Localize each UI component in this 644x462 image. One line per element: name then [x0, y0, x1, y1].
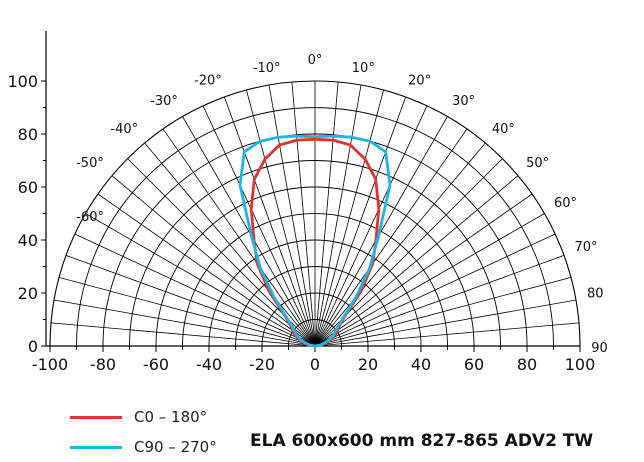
y-tick-label: 40: [18, 231, 38, 250]
grid-spoke: [314, 193, 533, 347]
grid-spoke: [314, 81, 339, 347]
grid-spoke: [223, 96, 316, 347]
grid-spoke: [202, 105, 316, 347]
grid-spoke: [65, 254, 316, 347]
grid-spoke: [85, 213, 316, 347]
grid-spoke: [314, 254, 565, 347]
grid-spoke: [53, 299, 316, 347]
polar-grid: [49, 80, 581, 347]
angle-label: -60°: [76, 210, 104, 225]
x-tick-label: -100: [32, 355, 68, 374]
angle-label: 50°: [526, 156, 549, 171]
grid-spoke: [314, 89, 384, 347]
grid-spoke: [314, 299, 577, 347]
grid-spoke: [111, 175, 316, 347]
x-tick-label: 100: [565, 355, 596, 374]
y-tick-label: 80: [18, 125, 38, 144]
grid-spoke: [314, 96, 407, 347]
x-tick-label: -60: [143, 355, 169, 374]
chart-title: ELA 600x600 mm 827-865 ADV2 TW: [250, 431, 594, 451]
x-tick-label: 0: [310, 355, 320, 374]
grid-spoke: [58, 277, 316, 347]
series-c90-curve: [238, 134, 392, 348]
y-tick-label: 0: [28, 337, 38, 356]
angle-label: 30°: [452, 94, 475, 109]
grid-spoke: [314, 277, 572, 347]
grid-spoke: [162, 128, 316, 347]
y-tick-label: 60: [18, 178, 38, 197]
grid-spoke: [268, 84, 316, 347]
angle-label: -50°: [76, 156, 104, 171]
grid-spoke: [314, 105, 428, 347]
intensity-curves: [238, 134, 392, 348]
angle-label: -10°: [253, 61, 281, 76]
angle-label: -40°: [110, 122, 138, 137]
grid-spoke: [144, 142, 316, 347]
legend-label-c90: C90 – 270°: [134, 438, 217, 456]
grid-spoke: [314, 116, 448, 347]
polar-chart: 0 20 40 60 80 100 -100 -80 -60 -40 -20 0 20 40 60 80 100…: [7, 31, 608, 374]
angle-label: 90: [591, 341, 608, 356]
x-tick-label: 20: [358, 355, 378, 374]
grid-spoke: [50, 322, 316, 347]
grid-spoke: [314, 175, 519, 347]
grid-spoke: [314, 142, 486, 347]
x-tick-label: 80: [517, 355, 537, 374]
grid-spoke: [97, 193, 316, 347]
grid-spoke: [314, 213, 545, 347]
legend-swatch-c0: [70, 415, 122, 419]
angle-label: 80: [587, 287, 604, 302]
grid-spoke: [74, 233, 316, 347]
grid-spoke: [314, 233, 556, 347]
angle-label: 40°: [492, 122, 515, 137]
y-tick-label: 100: [7, 72, 38, 91]
angle-label: -20°: [194, 74, 222, 89]
x-tick-label: 60: [464, 355, 484, 374]
angle-label: 60°: [554, 196, 577, 211]
x-tick-label: -20: [249, 355, 275, 374]
grid-spoke: [314, 128, 468, 347]
angle-label: 70°: [574, 240, 597, 255]
legend-item-c0: C0 – 180°: [70, 408, 207, 426]
angle-label: 20°: [408, 74, 431, 89]
angle-label: -30°: [150, 94, 178, 109]
grid-spoke: [314, 84, 362, 347]
tick-labels: 0 20 40 60 80 100 -100 -80 -60 -40 -20 0 20 40 60 80 100…: [7, 53, 607, 374]
x-tick-label: -40: [196, 355, 222, 374]
angle-label: 10°: [352, 61, 375, 76]
legend-item-c90: C90 – 270°: [70, 438, 217, 456]
legend-label-c0: C0 – 180°: [134, 408, 208, 426]
legend: C0 – 180° C90 – 270°: [70, 408, 644, 462]
grid-spoke: [182, 116, 316, 347]
x-tick-label: -80: [90, 355, 116, 374]
x-tick-label: 40: [411, 355, 431, 374]
grid-spoke: [246, 89, 316, 347]
y-tick-label: 20: [18, 284, 38, 303]
legend-swatch-c90: [70, 445, 122, 449]
angle-label: 0°: [308, 53, 323, 68]
grid-spoke: [314, 322, 580, 347]
grid-spoke: [291, 81, 316, 347]
